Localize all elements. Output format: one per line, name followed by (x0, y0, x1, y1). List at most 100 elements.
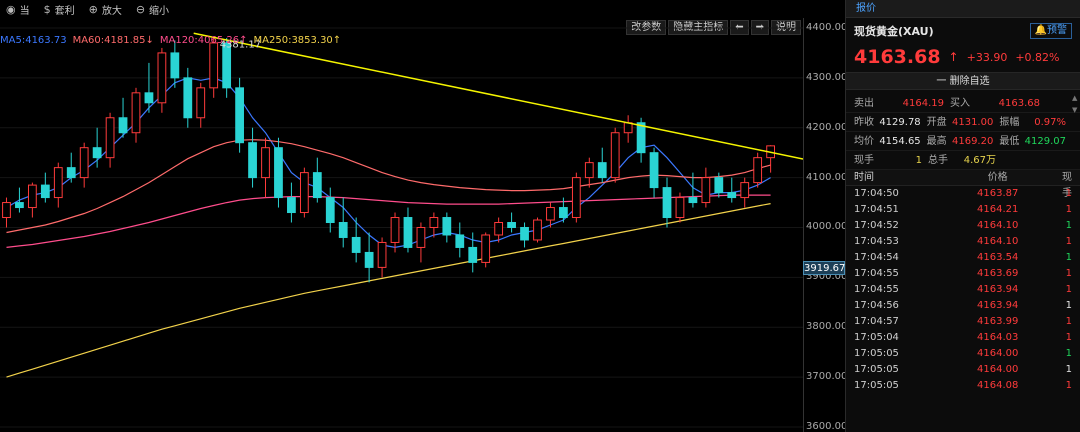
candle-body (494, 222, 504, 236)
ma-line-ma250 (6, 203, 771, 378)
panel-tab-quote[interactable]: 报价 (846, 0, 1080, 18)
candle-body (92, 147, 102, 159)
alert-label: 预警 (1047, 25, 1067, 36)
candle-body (105, 117, 115, 159)
tick-time: 17:04:54 (854, 252, 899, 263)
toolbar-item-1[interactable]: $ 套利 (44, 2, 75, 17)
quote-key: 总手 (928, 155, 948, 166)
tick-price: 4164.00 (977, 364, 1019, 375)
tick-time: 17:04:53 (854, 236, 899, 247)
tick-row: 17:04:55 4163.94 1 (846, 282, 1080, 298)
quote-row: 卖出 4164.19 买入 4163.68 (846, 94, 1080, 113)
tick-time: 17:04:50 (854, 188, 899, 199)
tick-row: 17:04:54 4163.54 1 (846, 250, 1080, 266)
remove-watchlist-button[interactable]: 一 删除自选 (846, 72, 1080, 90)
tick-volume: 1 (1065, 300, 1072, 311)
candle-body (546, 207, 555, 221)
tick-volume: 1 (1065, 188, 1072, 199)
tick-price: 4163.94 (977, 300, 1019, 311)
quote-row: 现手 1 总手 4.67万 (846, 151, 1080, 170)
quote-key: 最高 (926, 136, 947, 147)
quote-key: 开盘 (926, 117, 947, 128)
scroll-up-arrow-icon[interactable]: ▲ (1072, 94, 1078, 102)
tick-row: 17:05:05 4164.00 1 (846, 346, 1080, 362)
zoom-out-icon: ⊖ (135, 2, 146, 16)
instrument-name: 现货黄金(XAU) (854, 25, 934, 38)
tick-row: 17:05:05 4164.00 1 (846, 362, 1080, 378)
price-axis: 4400.00 4300.00 4200.00 4100.00 4000.00 3900.… (803, 18, 848, 432)
candle-body (15, 202, 24, 209)
toolbar-item-3[interactable]: ⊖ 缩小 (136, 2, 169, 17)
quote-key: 最低 (999, 136, 1020, 147)
candle-body (636, 122, 646, 154)
candle-body (571, 177, 581, 219)
zoom-in-icon: ⊕ (88, 2, 98, 16)
quote-value: 0.97% (1034, 117, 1067, 128)
scrollbar[interactable]: ▲ ▼ (1072, 60, 1080, 120)
price-axis-label: 3600.00 (806, 421, 848, 432)
candle-body (299, 172, 309, 214)
tick-volume: 1 (1065, 236, 1072, 247)
quote-grid: 卖出 4164.19 买入 4163.68 昨收 4129.78 开盘 4131.00 振幅 0.… (846, 94, 1080, 170)
camera-icon: ◉ (6, 2, 16, 16)
quote-value: 4131.00 (951, 117, 994, 128)
tick-time: 17:05:05 (854, 380, 899, 391)
candle-body (27, 184, 37, 209)
tick-price: 4163.94 (977, 284, 1019, 295)
candle-body (312, 172, 322, 199)
alert-button[interactable]: 🔔预警 (1029, 23, 1072, 39)
candle-body (416, 226, 426, 248)
ma-legend-item: MA250:3853.30↑ (253, 35, 342, 46)
tick-volume: 1 (1065, 332, 1072, 343)
quote-value: 4154.65 (879, 136, 921, 147)
tick-volume: 1 (1065, 316, 1072, 327)
candle-body (222, 42, 232, 89)
price-change-percent: +0.82% (1015, 50, 1060, 64)
quote-value: 4129.78 (879, 117, 921, 128)
candle-body (597, 162, 607, 179)
toolbar-item-label: 当 (19, 5, 30, 17)
quote-value: 1 (915, 155, 922, 166)
candle-body (287, 197, 296, 214)
tick-price: 4164.08 (977, 380, 1019, 391)
ma-line-ma60 (6, 139, 771, 234)
candle-body (338, 222, 348, 238)
candle-body (157, 52, 167, 104)
tick-row: 17:04:57 4163.99 1 (846, 314, 1080, 330)
candle-body (196, 87, 206, 119)
current-price-tag: 3919.67 (803, 260, 846, 275)
price-axis-label: 4400.00 (806, 21, 848, 33)
ticks-header-price: 价格 (987, 172, 1008, 183)
toolbar-item-2[interactable]: ⊕ 放大 (89, 2, 122, 17)
candle-body (235, 87, 244, 144)
tick-time: 17:04:57 (854, 316, 899, 327)
ticks-list[interactable]: 17:04:50 4163.87 1 17:04:51 4164.21 1 17:04:52… (846, 186, 1080, 394)
tick-time: 17:04:55 (854, 268, 899, 279)
quote-panel: 报价 现货黄金(XAU) 🔔预警 4163.68 ↑ +33.90 +0.82%… (845, 0, 1080, 432)
tick-time: 17:04:51 (854, 204, 899, 215)
price-axis-label: 3800.00 (806, 321, 848, 333)
ticks-header-vol: 现手 (1062, 172, 1072, 199)
tick-time: 17:05:04 (854, 332, 899, 343)
tick-time: 17:05:05 (854, 348, 899, 359)
chart-area[interactable]: ◉ 当 $ 套利 ⊕ 放大 ⊖ 缩小 改参数 隐藏主指标 ⬅ ➡ 说明 4381.17 MA5:416… (0, 0, 848, 432)
candle-body (40, 184, 50, 199)
tick-price: 4164.03 (977, 332, 1019, 343)
candle-body (623, 122, 633, 134)
candlestick-chart[interactable]: 4381.17 (0, 18, 803, 432)
tick-row: 17:05:04 4164.03 1 (846, 330, 1080, 346)
tick-row: 17:04:51 4164.21 1 (846, 202, 1080, 218)
scroll-down-arrow-icon[interactable]: ▼ (1072, 106, 1078, 114)
candle-body (584, 162, 594, 179)
tick-row: 17:05:05 4164.08 1 (846, 378, 1080, 394)
candle-body (144, 92, 154, 104)
ma-legend: MA5:4163.73 MA60:4181.85↓ MA120:4065.26↑ MA… (0, 34, 341, 48)
toolbar-item-0[interactable]: ◉ 当 (6, 2, 30, 17)
tick-price: 4163.87 (977, 188, 1019, 199)
quote-key: 振幅 (999, 117, 1020, 128)
candle-body (675, 197, 685, 219)
candle-body (533, 219, 542, 241)
candle-body (79, 147, 89, 179)
tick-row: 17:04:52 4164.10 1 (846, 218, 1080, 234)
tick-volume: 1 (1065, 252, 1072, 263)
